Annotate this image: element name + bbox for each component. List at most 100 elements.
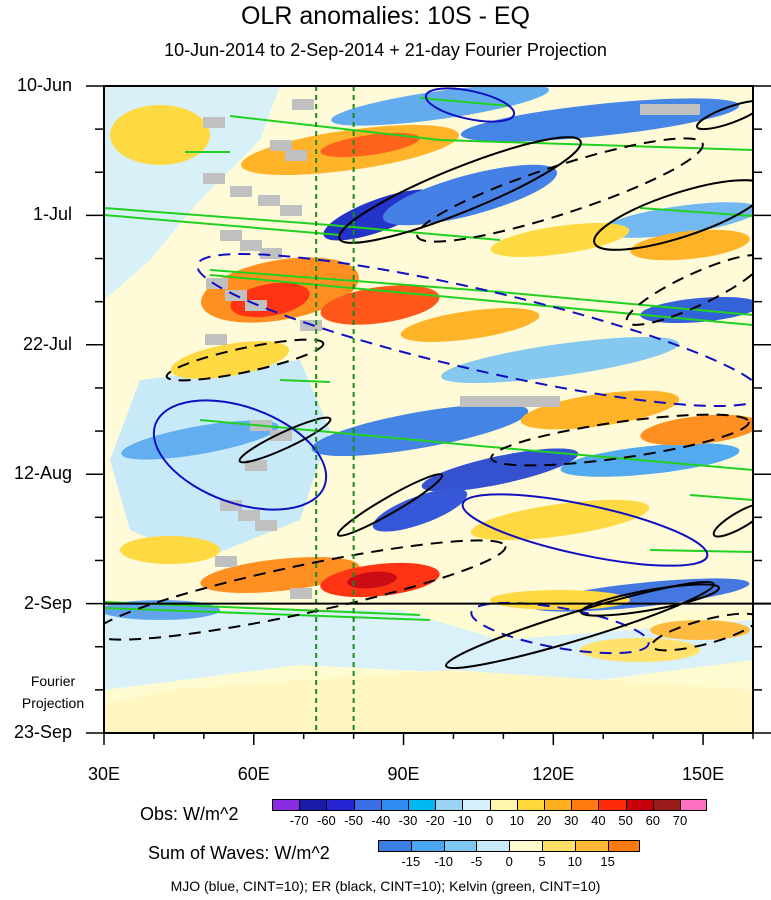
colorbar-swatch: [408, 799, 436, 811]
colorbar-tick-label: 10: [509, 813, 525, 828]
colorbar-swatch: [326, 799, 354, 811]
colorbar-swatch: [598, 799, 626, 811]
olr-blob: [640, 414, 753, 446]
obs-colorbar-title: Obs: W/m^2: [140, 804, 239, 824]
fourier-label-line2: Projection: [21, 695, 85, 711]
colorbar-swatch: [272, 799, 300, 811]
er-contour: [593, 179, 753, 251]
olr-blob: [400, 308, 540, 342]
er-contour: [695, 99, 753, 131]
mjo-contour: [424, 87, 516, 123]
x-tick-label: 30E: [87, 764, 121, 784]
axes: [86, 85, 771, 745]
colorbar-tick-label: -30: [398, 813, 418, 828]
colorbar-swatch: [410, 840, 444, 852]
er-contour: [712, 502, 753, 538]
fourier-label-line1: Fourier: [30, 673, 76, 689]
olr-blob: [170, 341, 290, 379]
colorbar-swatch: [443, 840, 477, 852]
y-tick-label: 10-Jun: [16, 75, 72, 95]
colorbar-swatch: [652, 799, 680, 811]
colorbar-swatch: [607, 840, 641, 852]
y-tick-label: 1-Jul: [32, 204, 72, 225]
er-contour: [165, 338, 325, 382]
er-contour: [338, 136, 582, 244]
colorbar-tick-label: 30: [563, 813, 579, 828]
colorbar-tick-label: -60: [316, 813, 336, 828]
colorbar-tick-label: 40: [591, 813, 606, 828]
colorbar-swatch: [489, 799, 517, 811]
er-contour: [445, 580, 715, 670]
colorbar-tick-label: -70: [289, 813, 309, 828]
colorbar-tick-label: 15: [600, 854, 615, 869]
colorbar-tick-label: -10: [434, 854, 453, 869]
colorbar-swatch: [542, 840, 575, 852]
olr-blob: [110, 105, 210, 165]
y-tick-label: 12-Aug: [13, 463, 72, 484]
olr-shading: [104, 86, 753, 733]
olr-blob: [372, 488, 468, 532]
er-contour: [238, 416, 332, 464]
colorbar-tick-label: 60: [645, 813, 661, 828]
colorbar-tick-label: 5: [538, 854, 546, 869]
chart-title: OLR anomalies: 10S - EQ: [240, 2, 530, 30]
olr-blob: [347, 571, 397, 589]
colorbar-swatch: [353, 799, 381, 811]
olr-blob: [650, 620, 750, 640]
colorbar-tick-label: 70: [672, 813, 688, 828]
colorbar-tick-label: -20: [425, 813, 445, 828]
colorbar-swatch: [574, 840, 608, 852]
olr-blob: [331, 86, 549, 126]
colorbar-swatch: [380, 799, 408, 811]
waves-colorbar-title: Sum of Waves: W/m^2: [148, 843, 330, 863]
er-contour: [416, 137, 704, 243]
x-tick-label: 60E: [237, 764, 270, 784]
olr-blob: [320, 132, 420, 158]
kelvin-contours: [104, 97, 753, 621]
plot-frame: [103, 85, 754, 734]
colorbar-swatch: [680, 799, 708, 811]
er-contour: [580, 583, 720, 617]
colorbar-tick-label: -50: [344, 813, 363, 828]
colorbar-swatch: [544, 799, 572, 811]
colorbar-swatch: [571, 799, 599, 811]
er-contour: [336, 473, 444, 537]
olr-blob: [200, 557, 360, 593]
colorbar-tick-label: 10: [567, 854, 583, 869]
y-tick-label: 23-Sep: [13, 722, 72, 742]
x-tick-label: 150E: [682, 764, 725, 784]
plot-area: [104, 86, 753, 733]
colorbar-swatch: [509, 840, 542, 852]
mjo-contour: [470, 601, 650, 655]
olr-blob: [630, 229, 750, 261]
colorbar-tick-label: 20: [536, 813, 552, 828]
colorbar-tick-label: 50: [618, 813, 633, 828]
colorbar-swatch: [299, 799, 327, 811]
olr-blob: [104, 610, 753, 690]
olr-blob: [490, 223, 630, 257]
colorbar-swatch: [625, 799, 653, 811]
olr-blob: [104, 670, 753, 733]
olr-blob: [600, 202, 753, 238]
colorbar-tick-label: -5: [470, 854, 483, 869]
y-tick-label: 22-Jul: [22, 333, 72, 354]
olr-blob: [421, 448, 579, 492]
colorbar-swatch: [476, 840, 510, 852]
x-tick-label: 90E: [387, 764, 420, 784]
er-contours: [104, 99, 753, 670]
olr-blob: [120, 536, 220, 564]
colorbar-tick-label: 0: [485, 813, 494, 828]
colorbar-tick-label: -10: [452, 813, 472, 828]
olr-blob: [470, 499, 650, 541]
er-contour: [104, 539, 507, 641]
mjo-contour: [152, 399, 328, 511]
y-tick-label: 2-Sep: [23, 592, 72, 613]
legend-footnote: MJO (blue, CINT=10); ER (black, CINT=10)…: [170, 878, 601, 894]
mjo-contours: [152, 87, 753, 655]
colorbar-swatch: [378, 840, 411, 852]
chart-subtitle: 10-Jun-2014 to 2-Sep-2014 + 21-day Fouri…: [164, 40, 607, 60]
colorbar-tick-label: -15: [401, 854, 421, 869]
olr-blob: [311, 403, 529, 457]
colorbar-tick-label: 0: [505, 854, 513, 869]
